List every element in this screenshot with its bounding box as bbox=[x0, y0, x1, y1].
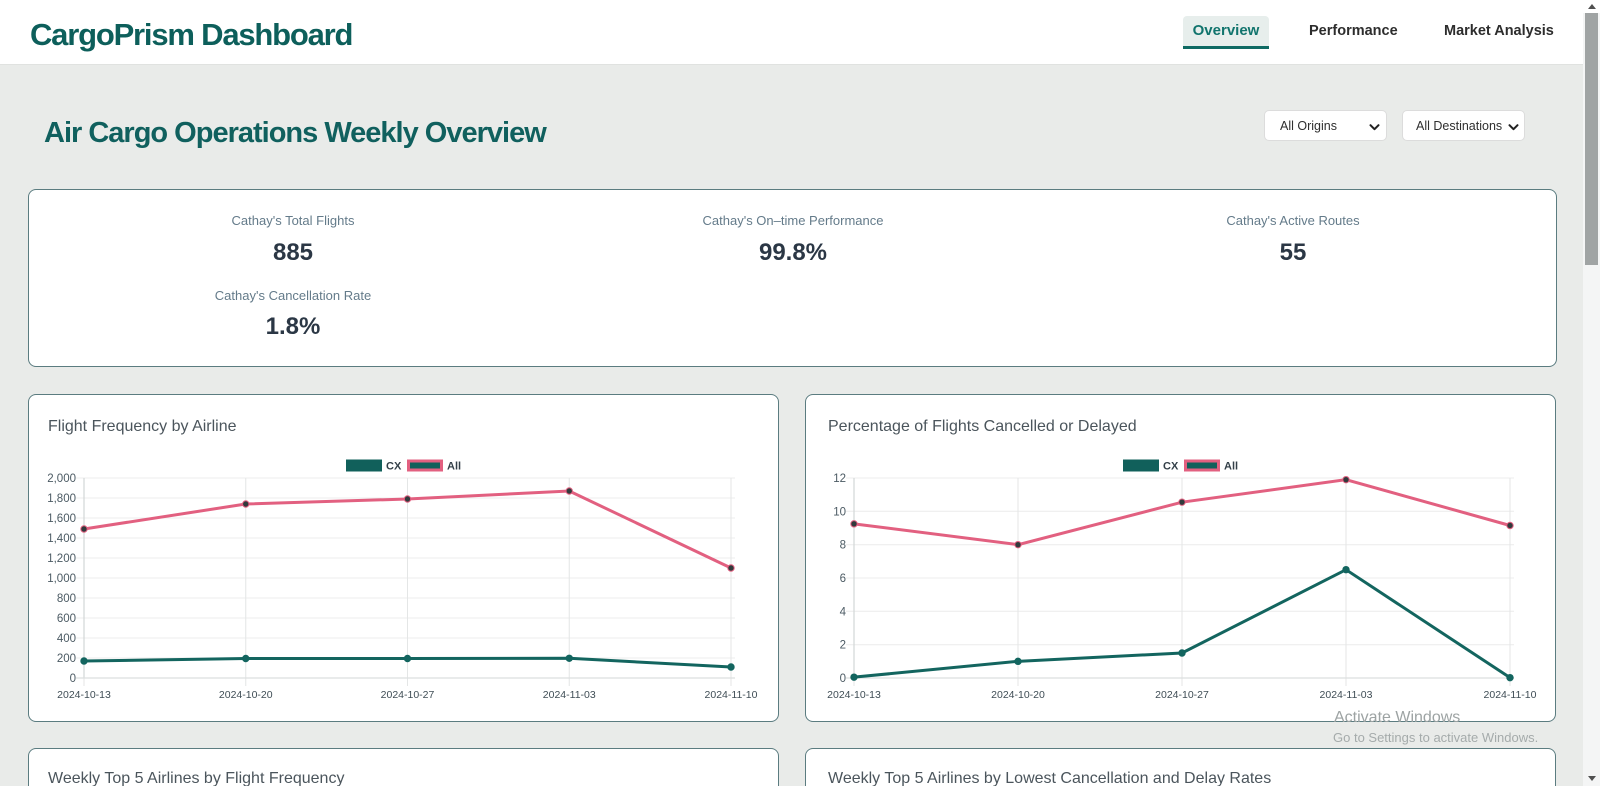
svg-text:1,800: 1,800 bbox=[47, 493, 76, 505]
svg-text:2024-10-27: 2024-10-27 bbox=[381, 689, 435, 701]
svg-text:6: 6 bbox=[840, 573, 846, 585]
svg-text:2024-10-13: 2024-10-13 bbox=[57, 689, 111, 701]
svg-text:2024-10-27: 2024-10-27 bbox=[1155, 689, 1209, 701]
svg-text:CX: CX bbox=[386, 461, 402, 473]
svg-text:200: 200 bbox=[57, 653, 76, 665]
svg-text:0: 0 bbox=[70, 673, 76, 685]
svg-text:2024-10-13: 2024-10-13 bbox=[827, 689, 881, 701]
svg-text:0: 0 bbox=[840, 673, 846, 685]
svg-text:8: 8 bbox=[840, 540, 846, 552]
svg-text:1,400: 1,400 bbox=[47, 533, 76, 545]
svg-text:1,600: 1,600 bbox=[47, 513, 76, 525]
svg-text:2,000: 2,000 bbox=[47, 473, 76, 485]
svg-text:2: 2 bbox=[840, 640, 846, 652]
svg-text:All: All bbox=[447, 461, 461, 473]
svg-text:800: 800 bbox=[57, 593, 76, 605]
svg-text:2024-11-03: 2024-11-03 bbox=[543, 689, 596, 701]
svg-text:1,200: 1,200 bbox=[47, 553, 76, 565]
svg-text:2024-11-10: 2024-11-10 bbox=[705, 689, 758, 701]
svg-text:CX: CX bbox=[1163, 461, 1179, 473]
svg-text:2024-11-10: 2024-11-10 bbox=[1484, 689, 1537, 701]
svg-text:12: 12 bbox=[833, 473, 846, 485]
svg-text:4: 4 bbox=[840, 606, 847, 618]
svg-text:All: All bbox=[1224, 461, 1238, 473]
svg-text:1,000: 1,000 bbox=[47, 573, 76, 585]
svg-text:2024-10-20: 2024-10-20 bbox=[991, 689, 1045, 701]
svg-text:2024-10-20: 2024-10-20 bbox=[219, 689, 273, 701]
svg-text:600: 600 bbox=[57, 613, 76, 625]
svg-text:10: 10 bbox=[833, 506, 846, 518]
svg-text:400: 400 bbox=[57, 633, 76, 645]
svg-text:2024-11-03: 2024-11-03 bbox=[1320, 689, 1373, 701]
